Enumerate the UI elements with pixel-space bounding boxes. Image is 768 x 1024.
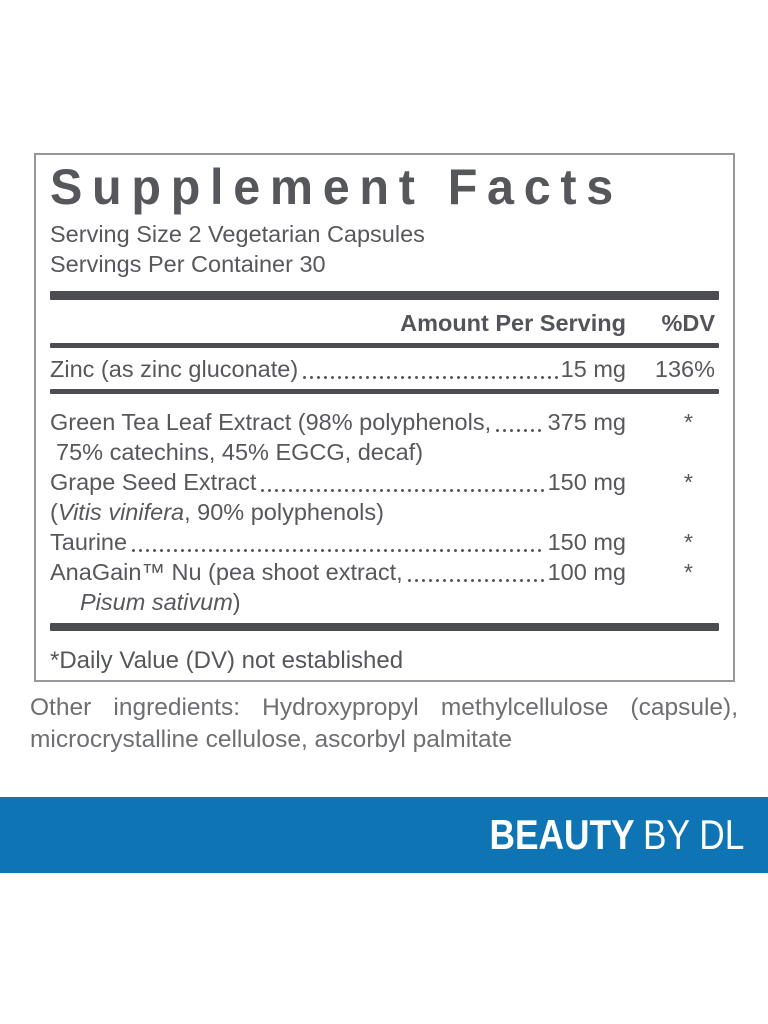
ingredient-species: Vitis vinifera: [57, 499, 185, 525]
table-row-grape-seed-continued: (Vitis vinifera, 90% polyphenols): [50, 497, 719, 527]
dv-value: *: [683, 559, 693, 585]
amount-value: 375 mg: [547, 409, 626, 435]
supplement-facts-panel: Supplement Facts Serving Size 2 Vegetari…: [34, 153, 735, 682]
other-ingredients-text: Other ingredients: Hydroxypropyl methylc…: [30, 694, 738, 753]
table-header-row: Amount Per Serving %DV: [50, 308, 719, 338]
brand-name-secondary: BY DL: [642, 811, 744, 858]
daily-value-footnote: *Daily Value (DV) not established: [50, 647, 404, 674]
ingredient-name: Taurine: [50, 529, 128, 555]
amount-value: 100 mg: [547, 559, 626, 585]
dv-value: *: [683, 529, 693, 555]
ingredient-name: Green Tea Leaf Extract (98% polyphenols,: [50, 409, 492, 435]
ingredient-name: Zinc (as zinc gluconate): [50, 356, 299, 382]
brand-name-primary: BEAUTY: [489, 811, 635, 858]
table-row-taurine: Taurine 150 mg *: [50, 527, 719, 557]
rule-heavy-top: [50, 291, 719, 300]
dv-value: *: [683, 409, 693, 435]
dotted-leader: [130, 549, 545, 552]
ingredient-name: AnaGain™ Nu (pea shoot extract,: [50, 559, 403, 585]
ingredient-species: Pisum sativum: [80, 589, 233, 615]
rule-under-zinc: [50, 389, 719, 394]
ingredient-detail: (: [50, 499, 58, 525]
ingredient-detail: 75% catechins, 45% EGCG, decaf): [56, 439, 424, 465]
brand-logo-text: BEAUTY BY DL: [489, 811, 744, 859]
dv-value: *: [683, 469, 693, 495]
table-row-green-tea-continued: 75% catechins, 45% EGCG, decaf): [50, 437, 719, 467]
amount-value: 150 mg: [547, 469, 626, 495]
rule-under-header: [50, 343, 719, 348]
ingredient-detail: ): [232, 589, 241, 615]
amount-value: 150 mg: [547, 529, 626, 555]
dotted-leader: [405, 579, 545, 582]
dv-value: 136%: [654, 356, 715, 382]
table-row-anagain-continued: Pisum sativum): [50, 587, 719, 617]
serving-size: Serving Size 2 Vegetarian Capsules: [50, 221, 425, 247]
dotted-leader: [494, 429, 545, 432]
ingredient-detail: , 90% polyphenols): [184, 499, 384, 525]
dotted-leader: [301, 376, 558, 379]
table-row-anagain: AnaGain™ Nu (pea shoot extract, 100 mg *: [50, 557, 719, 587]
brand-banner: BEAUTY BY DL: [0, 797, 768, 873]
panel-title: Supplement Facts: [50, 159, 623, 215]
table-row-grape-seed: Grape Seed Extract 150 mg *: [50, 467, 719, 497]
ingredient-name: Grape Seed Extract: [50, 469, 257, 495]
column-header-dv: %DV: [661, 310, 715, 336]
rule-heavy-bottom: [50, 623, 719, 631]
amount-value: 15 mg: [560, 356, 626, 382]
dotted-leader: [259, 489, 545, 492]
table-row-green-tea: Green Tea Leaf Extract (98% polyphenols,…: [50, 407, 719, 437]
table-row-zinc: Zinc (as zinc gluconate) 15 mg 136%: [50, 354, 719, 384]
servings-per-container: Servings Per Container 30: [50, 251, 326, 277]
column-header-amount: Amount Per Serving: [400, 310, 626, 336]
